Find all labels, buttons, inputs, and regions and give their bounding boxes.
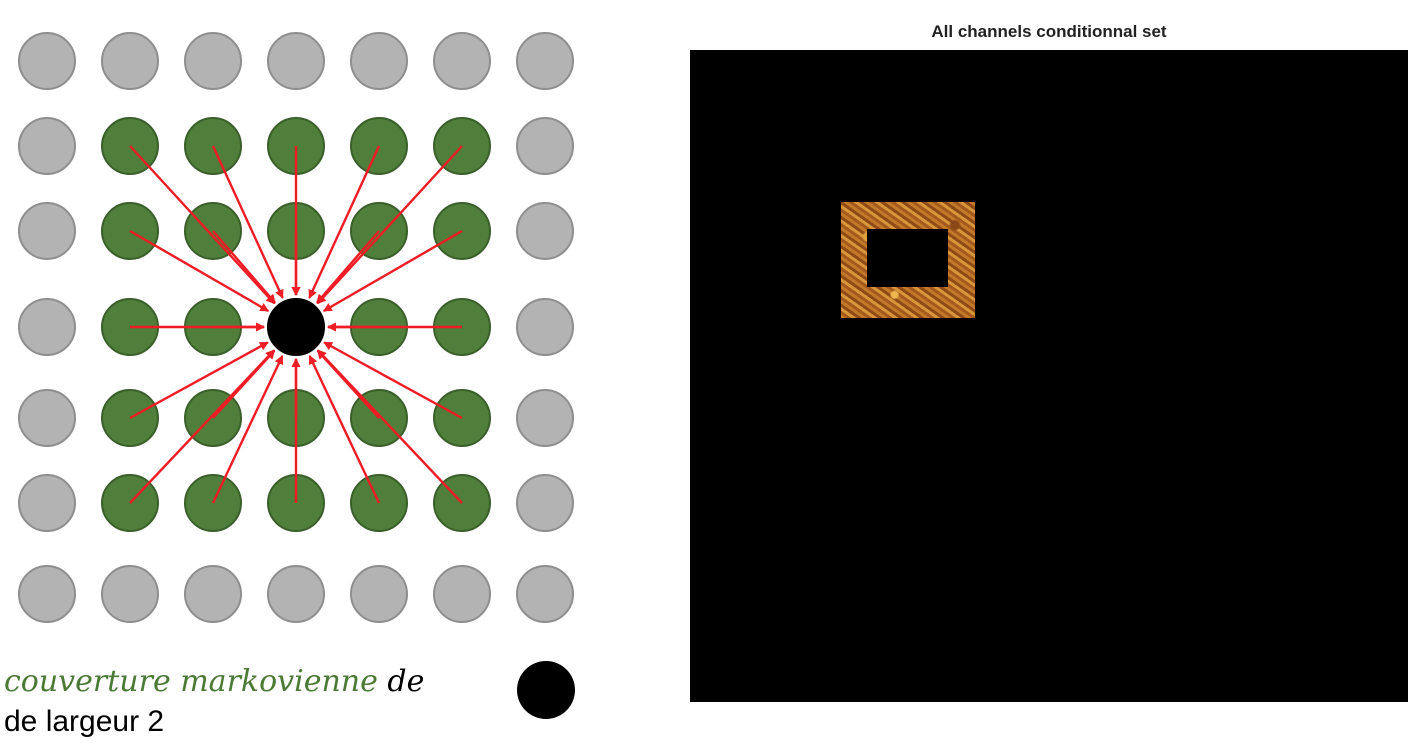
outer-node bbox=[516, 565, 574, 623]
outer-node bbox=[433, 565, 491, 623]
outer-node bbox=[516, 389, 574, 447]
outer-node bbox=[516, 474, 574, 532]
outer-node bbox=[350, 32, 408, 90]
outer-node bbox=[18, 32, 76, 90]
arrow-group bbox=[129, 145, 463, 504]
outer-node bbox=[101, 565, 159, 623]
dependency-arrow bbox=[212, 230, 276, 304]
outer-node bbox=[18, 389, 76, 447]
dependency-arrow bbox=[317, 349, 463, 504]
dependency-arrow bbox=[129, 341, 269, 420]
dependency-arrow bbox=[211, 355, 284, 504]
dependency-arrow bbox=[129, 349, 275, 504]
markov-blanket-diagram bbox=[18, 32, 574, 623]
outer-node bbox=[18, 565, 76, 623]
legend-center-node bbox=[517, 661, 575, 719]
caption-suffix: de bbox=[377, 664, 425, 699]
dependency-arrow bbox=[308, 355, 381, 504]
outer-node bbox=[184, 32, 242, 90]
dependency-arrow bbox=[211, 145, 284, 299]
dependency-arrow bbox=[323, 341, 463, 420]
textured-frame bbox=[841, 202, 975, 318]
outer-node bbox=[184, 565, 242, 623]
outer-node bbox=[18, 474, 76, 532]
dependency-arrow bbox=[308, 145, 381, 299]
node-grid bbox=[18, 32, 574, 623]
outer-node bbox=[101, 32, 159, 90]
outer-node bbox=[18, 202, 76, 260]
frame-hole bbox=[867, 229, 948, 287]
outer-node bbox=[516, 202, 574, 260]
outer-node bbox=[433, 32, 491, 90]
outer-node bbox=[516, 117, 574, 175]
caption-line2: de largeur 2 bbox=[4, 705, 165, 738]
dependency-arrow bbox=[322, 229, 463, 313]
outer-node bbox=[350, 565, 408, 623]
outer-node bbox=[516, 32, 574, 90]
dependency-arrow bbox=[316, 145, 463, 305]
image-panel bbox=[690, 50, 1408, 702]
outer-node bbox=[18, 117, 76, 175]
outer-node bbox=[267, 565, 325, 623]
dependency-arrow bbox=[129, 145, 276, 305]
dependency-arrow bbox=[316, 230, 380, 304]
caption-term: couverture markovienne bbox=[4, 664, 378, 699]
caption: couverture markovienne de de largeur 2 bbox=[4, 662, 424, 742]
dependency-arrow bbox=[129, 229, 270, 313]
outer-node bbox=[18, 298, 76, 356]
outer-node bbox=[516, 298, 574, 356]
center-node bbox=[267, 298, 325, 356]
outer-node bbox=[267, 32, 325, 90]
figure-title: All channels conditionnal set bbox=[931, 22, 1167, 41]
